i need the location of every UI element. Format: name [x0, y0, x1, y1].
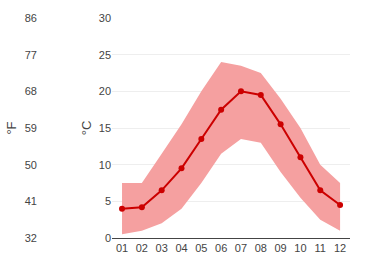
svg-text:0: 0 [105, 232, 111, 244]
svg-text:12: 12 [334, 242, 346, 254]
svg-text:59: 59 [25, 122, 37, 134]
svg-text:30: 30 [99, 12, 111, 24]
svg-text:10: 10 [294, 242, 306, 254]
svg-text:50: 50 [25, 159, 37, 171]
svg-text:06: 06 [215, 242, 227, 254]
svg-text:86: 86 [25, 12, 37, 24]
svg-text:20: 20 [99, 85, 111, 97]
svg-text:°F: °F [4, 121, 19, 134]
svg-text:11: 11 [315, 242, 326, 254]
svg-text:41: 41 [25, 195, 37, 207]
svg-text:08: 08 [255, 242, 267, 254]
svg-text:5: 5 [105, 195, 111, 207]
svg-text:°C: °C [79, 121, 94, 136]
svg-text:25: 25 [99, 49, 111, 61]
svg-text:03: 03 [156, 242, 168, 254]
svg-text:01: 01 [116, 242, 128, 254]
svg-text:15: 15 [99, 122, 111, 134]
svg-text:09: 09 [274, 242, 286, 254]
svg-text:04: 04 [175, 242, 187, 254]
svg-text:10: 10 [99, 159, 111, 171]
svg-text:07: 07 [235, 242, 247, 254]
svg-text:32: 32 [25, 232, 37, 244]
svg-text:02: 02 [136, 242, 148, 254]
svg-text:68: 68 [25, 85, 37, 97]
svg-text:05: 05 [195, 242, 207, 254]
svg-text:77: 77 [25, 49, 37, 61]
